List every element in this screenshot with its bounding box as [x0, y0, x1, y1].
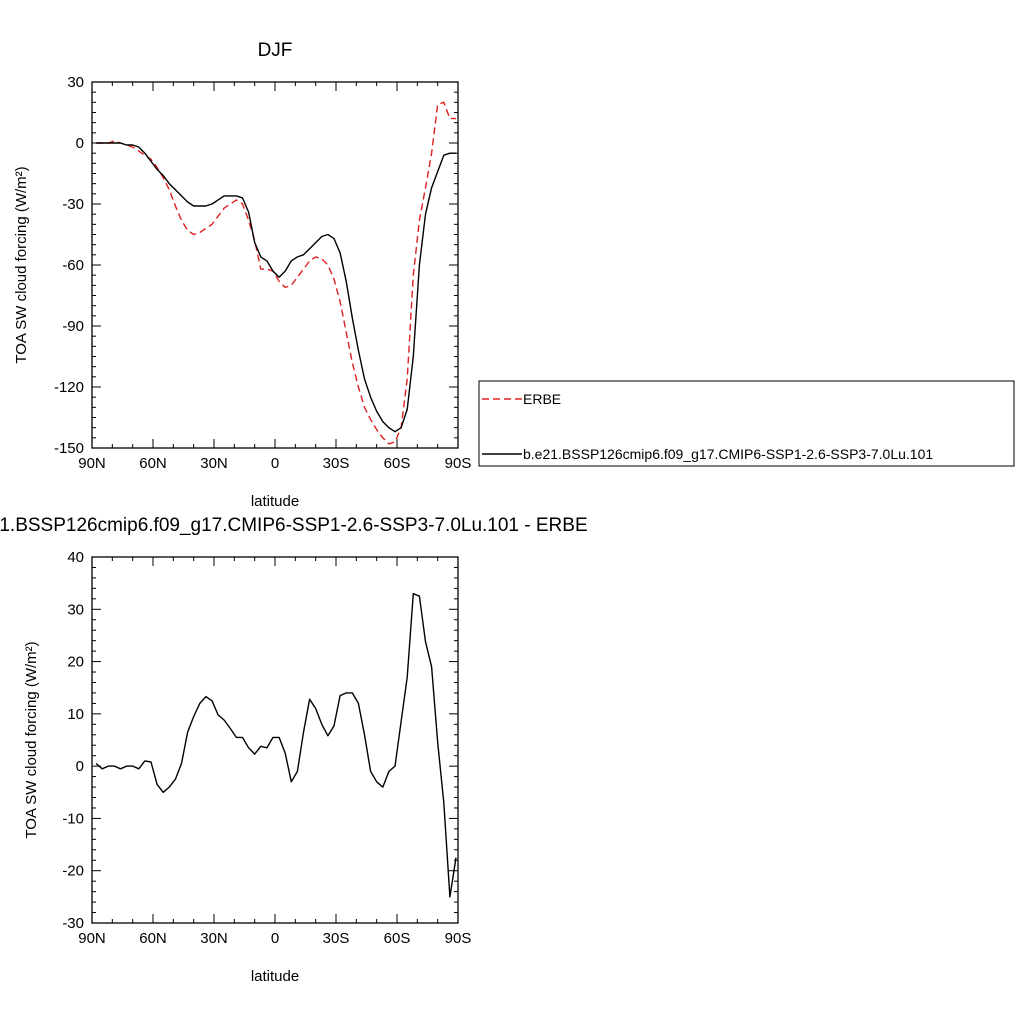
y-tick-label: -120 — [54, 379, 84, 396]
legend-label-erbe: ERBE — [523, 391, 561, 407]
x-tick-label: 30N — [200, 455, 228, 472]
y-tick-label: -10 — [62, 810, 84, 827]
y-tick-label: -30 — [62, 915, 84, 932]
x-tick-label: 30S — [323, 455, 350, 472]
chart-panel-difference: b.e21.BSSP126cmip6.f09_g17.CMIP6-SSP1-2.… — [0, 515, 588, 985]
x-axis-label: latitude — [251, 493, 299, 510]
series-line-erbe — [96, 101, 456, 445]
plot-frame — [91, 556, 459, 924]
x-tick-label: 30S — [323, 930, 350, 947]
x-tick-label: 90S — [445, 455, 472, 472]
x-tick-label: 60S — [384, 930, 411, 947]
y-axis-label: TOA SW cloud forcing (W/m²) — [23, 641, 40, 838]
y-tick-label: 0 — [76, 758, 84, 775]
y-axis-label: TOA SW cloud forcing (W/m²) — [13, 166, 30, 363]
plot-frame — [91, 81, 459, 449]
y-tick-label: 30 — [67, 601, 84, 618]
y-tick-label: -150 — [54, 440, 84, 457]
series-line-difference — [95, 592, 457, 898]
x-tick-label: 90N — [78, 930, 106, 947]
x-tick-label: 0 — [271, 930, 279, 947]
chart-title: DJF — [258, 40, 293, 61]
y-tick-label: -60 — [62, 257, 84, 274]
legend-label-model: b.e21.BSSP126cmip6.f09_g17.CMIP6-SSP1-2.… — [523, 446, 933, 462]
y-tick-label: 30 — [67, 74, 84, 91]
x-tick-label: 60N — [139, 930, 167, 947]
y-tick-label: -30 — [62, 196, 84, 213]
y-tick-label: 0 — [76, 135, 84, 152]
legend-box — [478, 380, 1015, 467]
y-tick-label: 40 — [67, 549, 84, 566]
y-tick-label: -90 — [62, 318, 84, 335]
x-tick-label: 60S — [384, 455, 411, 472]
x-axis-label: latitude — [251, 968, 299, 985]
chart-panel-djf: DJF 90N 60N 30N 0 30S 60S 90S 30 0 -30 -60 -90 -120 -… — [13, 40, 1015, 510]
series-line-model — [96, 142, 456, 433]
x-tick-label: 60N — [139, 455, 167, 472]
y-tick-label: 20 — [67, 654, 84, 671]
y-tick-label: 10 — [67, 706, 84, 723]
legend: ERBE b.e21.BSSP126cmip6.f09_g17.CMIP6-SS… — [478, 380, 1015, 467]
x-tick-label: 90S — [445, 930, 472, 947]
x-tick-label: 30N — [200, 930, 228, 947]
y-tick-label: -20 — [62, 863, 84, 880]
x-tick-label: 0 — [271, 455, 279, 472]
x-tick-label: 90N — [78, 455, 106, 472]
chart-title: b.e21.BSSP126cmip6.f09_g17.CMIP6-SSP1-2.… — [0, 515, 588, 536]
